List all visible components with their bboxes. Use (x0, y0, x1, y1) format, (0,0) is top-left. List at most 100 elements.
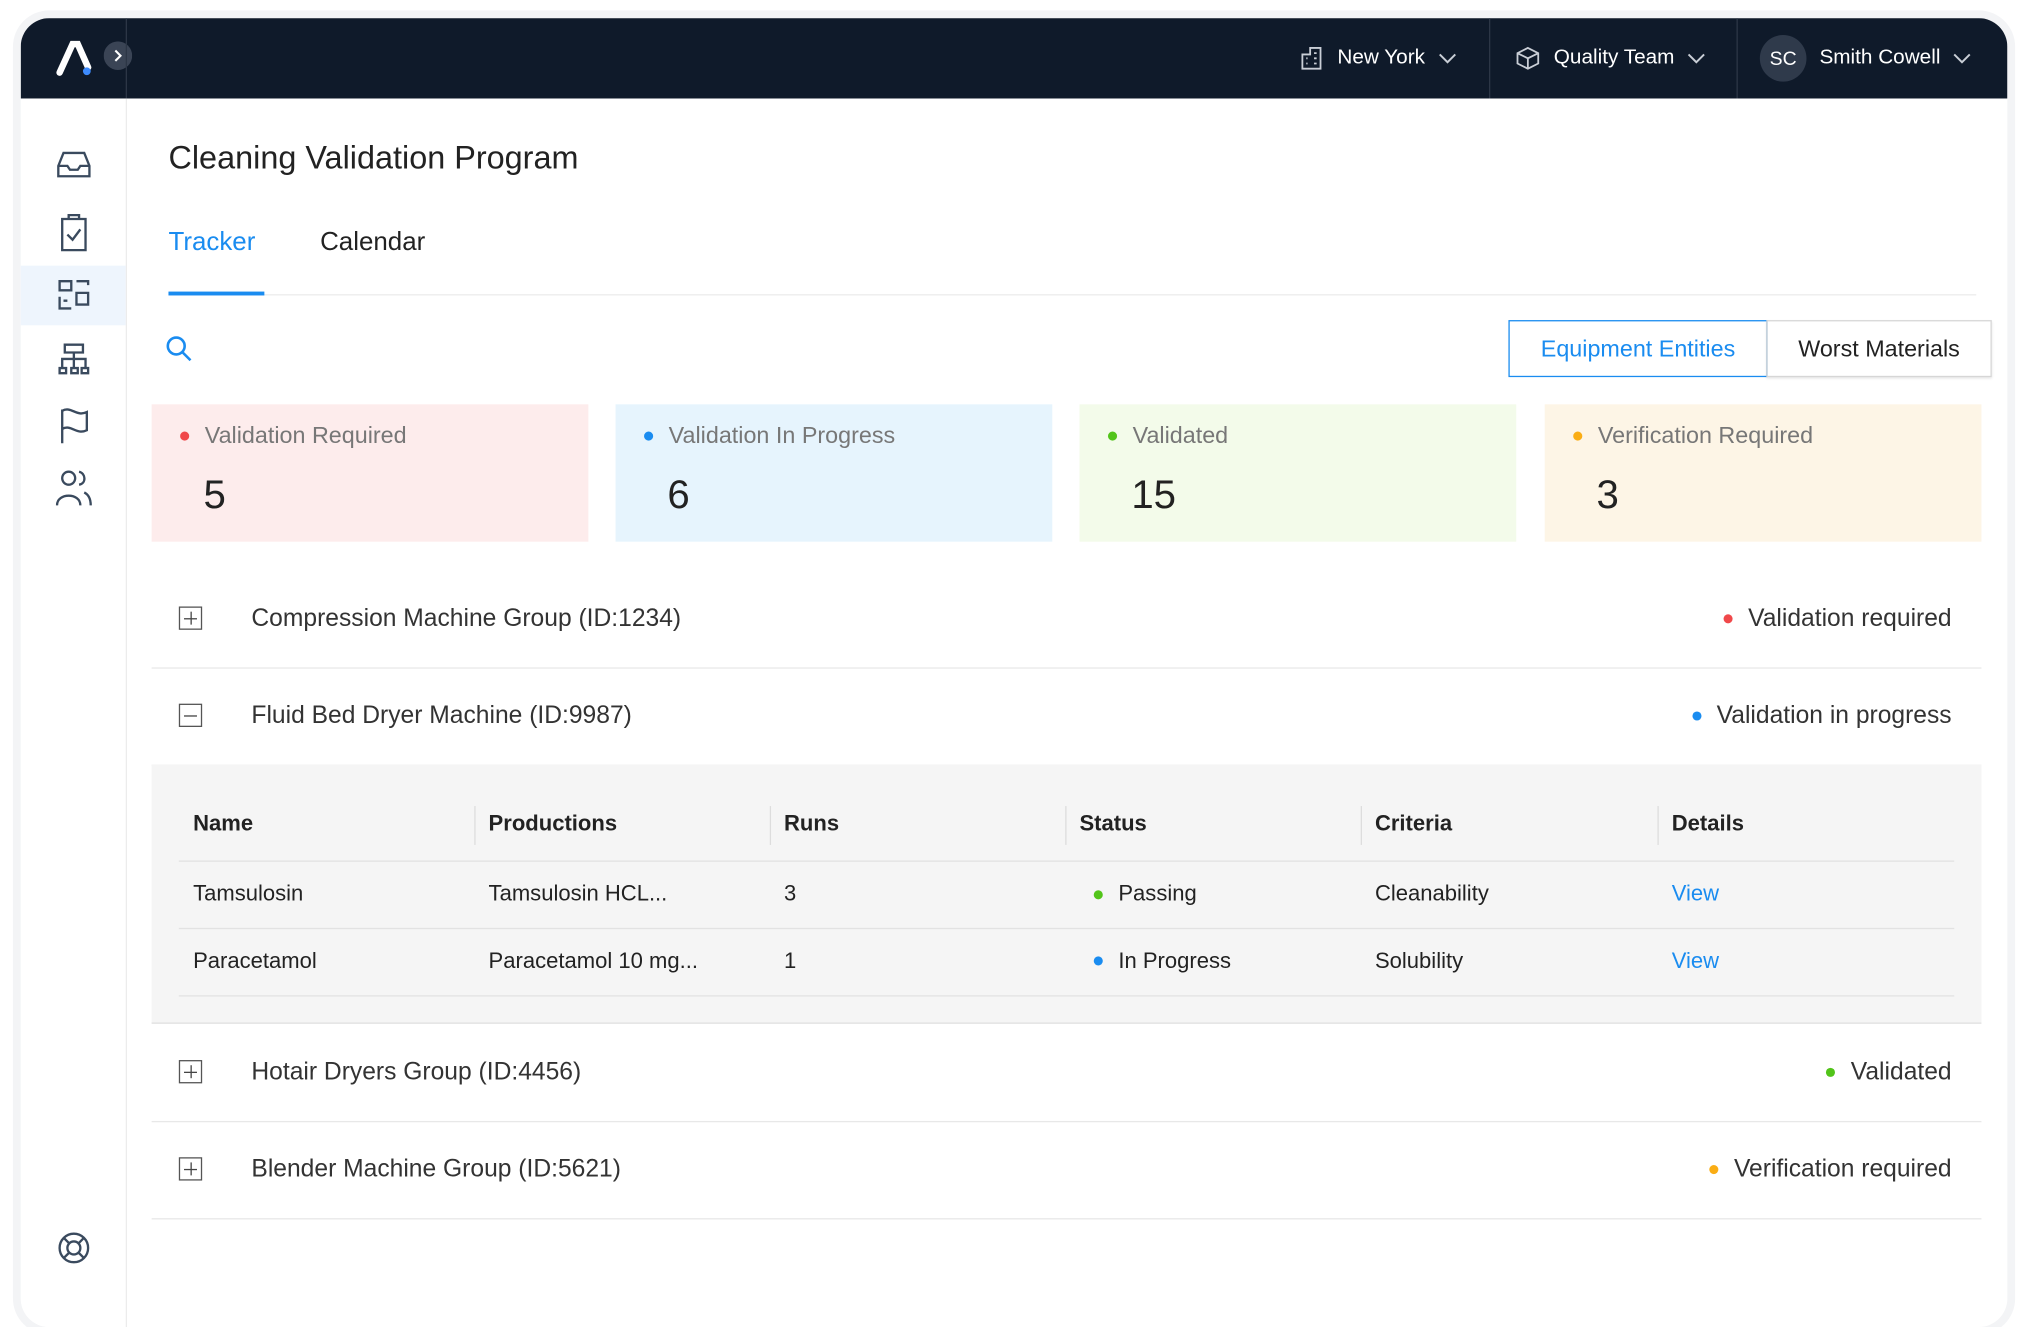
column-header: Name (193, 811, 254, 836)
team: Quality Team (1553, 46, 1675, 69)
logo (56, 40, 92, 76)
status-dot (1573, 431, 1583, 441)
chevron (1687, 53, 1705, 64)
divider (1488, 18, 1491, 99)
view-link[interactable]: View (1671, 947, 1720, 973)
expand-button[interactable] (103, 41, 133, 70)
table-cell: Paracetamol 10 mg... (488, 947, 698, 973)
user-name: Smith Cowell (1819, 46, 1941, 69)
table-cell: Cleanability (1374, 881, 1489, 906)
column-divider (769, 806, 772, 845)
page-title: Cleaning Validation Program (168, 139, 579, 177)
group-row: Hotair Dryers Group (ID:4456) Validated (151, 1024, 1982, 1123)
table-cell: 1 (784, 947, 797, 973)
divider (1736, 18, 1738, 99)
help-icon[interactable] (56, 1230, 92, 1266)
active-nav (20, 265, 126, 326)
group-status: Verification required (1709, 1121, 1952, 1218)
avatar: SC (1759, 34, 1807, 82)
column-header: Productions (488, 811, 618, 836)
status-dot (1692, 711, 1702, 721)
minus (184, 714, 197, 716)
group-status-text: Verification required (1733, 1155, 1952, 1184)
group-status: Validation required (1723, 570, 1952, 667)
status-dot (1826, 1067, 1836, 1077)
group-name: Fluid Bed Dryer Machine (ID:9987) (251, 702, 632, 730)
group-status: Validated (1826, 1024, 1952, 1121)
tabs-divider (168, 294, 1977, 296)
status-dot (1093, 956, 1103, 966)
status-cell: In Progress (1093, 947, 1232, 974)
expand-toggle[interactable] (178, 703, 203, 727)
group-status: Validation in progress (1692, 667, 1952, 764)
tab[interactable]: Tracker (168, 228, 256, 257)
stat-card: Validation In Progress 6 (615, 404, 1053, 542)
group-row: Compression Machine Group (ID:1234) Valid… (151, 570, 1982, 669)
location-select[interactable]: New York (1298, 18, 1456, 98)
detail-table: Name Productions Runs Status Criteria Details… (151, 764, 1982, 1024)
column-header: Details (1671, 811, 1744, 836)
stat-card: Verification Required 3 (1544, 404, 1982, 542)
stat-value: 15 (1131, 471, 1177, 518)
toggle-button[interactable]: Equipment Entities (1508, 320, 1768, 378)
chevron (1438, 53, 1456, 64)
status-dot (1709, 1165, 1719, 1175)
nav-icons[interactable] (55, 148, 92, 576)
group-name: Compression Machine Group (ID:1234) (251, 605, 682, 633)
group-name: Hotair Dryers Group (ID:4456) (251, 1058, 582, 1086)
stat-value: 3 (1596, 471, 1619, 518)
column-divider (1657, 806, 1659, 845)
group-row: Blender Machine Group (ID:5621) Verificat… (151, 1121, 1982, 1220)
location: New York (1337, 46, 1425, 69)
stat-label-text: Validated (1132, 422, 1229, 449)
stat-label-text: Validation Required (204, 422, 407, 449)
column-header: Criteria (1374, 811, 1453, 836)
group-status-text: Validated (1850, 1058, 1952, 1086)
column-divider (1065, 806, 1067, 845)
stat-label: Validation Required (180, 422, 407, 449)
status-text: In Progress (1118, 947, 1232, 973)
expand-toggle[interactable] (178, 606, 203, 630)
building-icon (1301, 47, 1322, 70)
stat-card: Validated 15 (1079, 404, 1517, 542)
expand-toggle[interactable] (178, 1157, 203, 1181)
stat-value: 5 (203, 471, 226, 518)
row-divider (178, 860, 1955, 862)
table-cell: Tamsulosin HCL... (488, 881, 668, 906)
toggle-button[interactable]: Worst Materials (1766, 320, 1992, 378)
group-name: Blender Machine Group (ID:5621) (251, 1155, 621, 1184)
expand-toggle[interactable] (178, 1060, 203, 1084)
stat-label-text: Verification Required (1597, 422, 1814, 449)
team-select[interactable]: Quality Team (1515, 18, 1706, 98)
column-header: Runs (784, 811, 840, 836)
row-divider (178, 927, 1955, 930)
sidebar (20, 98, 127, 1327)
cube-icon (1516, 46, 1540, 70)
view-link[interactable]: View (1671, 881, 1720, 906)
stat-card: Validation Required 5 (151, 404, 589, 542)
table-cell: Tamsulosin (193, 881, 304, 906)
plus (189, 1162, 192, 1176)
search-icon[interactable] (165, 334, 194, 363)
user-menu[interactable]: SC Smith Cowell (1759, 18, 1972, 98)
status-text: Passing (1118, 881, 1197, 906)
stat-label: Verification Required (1573, 422, 1813, 449)
stat-label: Validation In Progress (644, 422, 895, 449)
status-dot (1107, 431, 1118, 441)
app-frame: New York Quality Team SC Smith Cowell (20, 18, 2008, 1327)
column-header: Status (1079, 811, 1147, 836)
group-status-text: Validation in progress (1716, 702, 1952, 730)
group-row: Fluid Bed Dryer Machine (ID:9987) Validat… (151, 667, 1982, 766)
stat-label-text: Validation In Progress (668, 422, 896, 449)
table-cell: Paracetamol (193, 947, 317, 973)
group-status-text: Validation required (1748, 605, 1952, 633)
plus (189, 611, 192, 625)
plus (189, 1065, 192, 1079)
divider (125, 18, 127, 99)
tab[interactable]: Calendar (320, 228, 426, 257)
status-cell: Passing (1093, 881, 1197, 907)
status-dot (1093, 889, 1103, 899)
status-dot (1723, 614, 1733, 624)
